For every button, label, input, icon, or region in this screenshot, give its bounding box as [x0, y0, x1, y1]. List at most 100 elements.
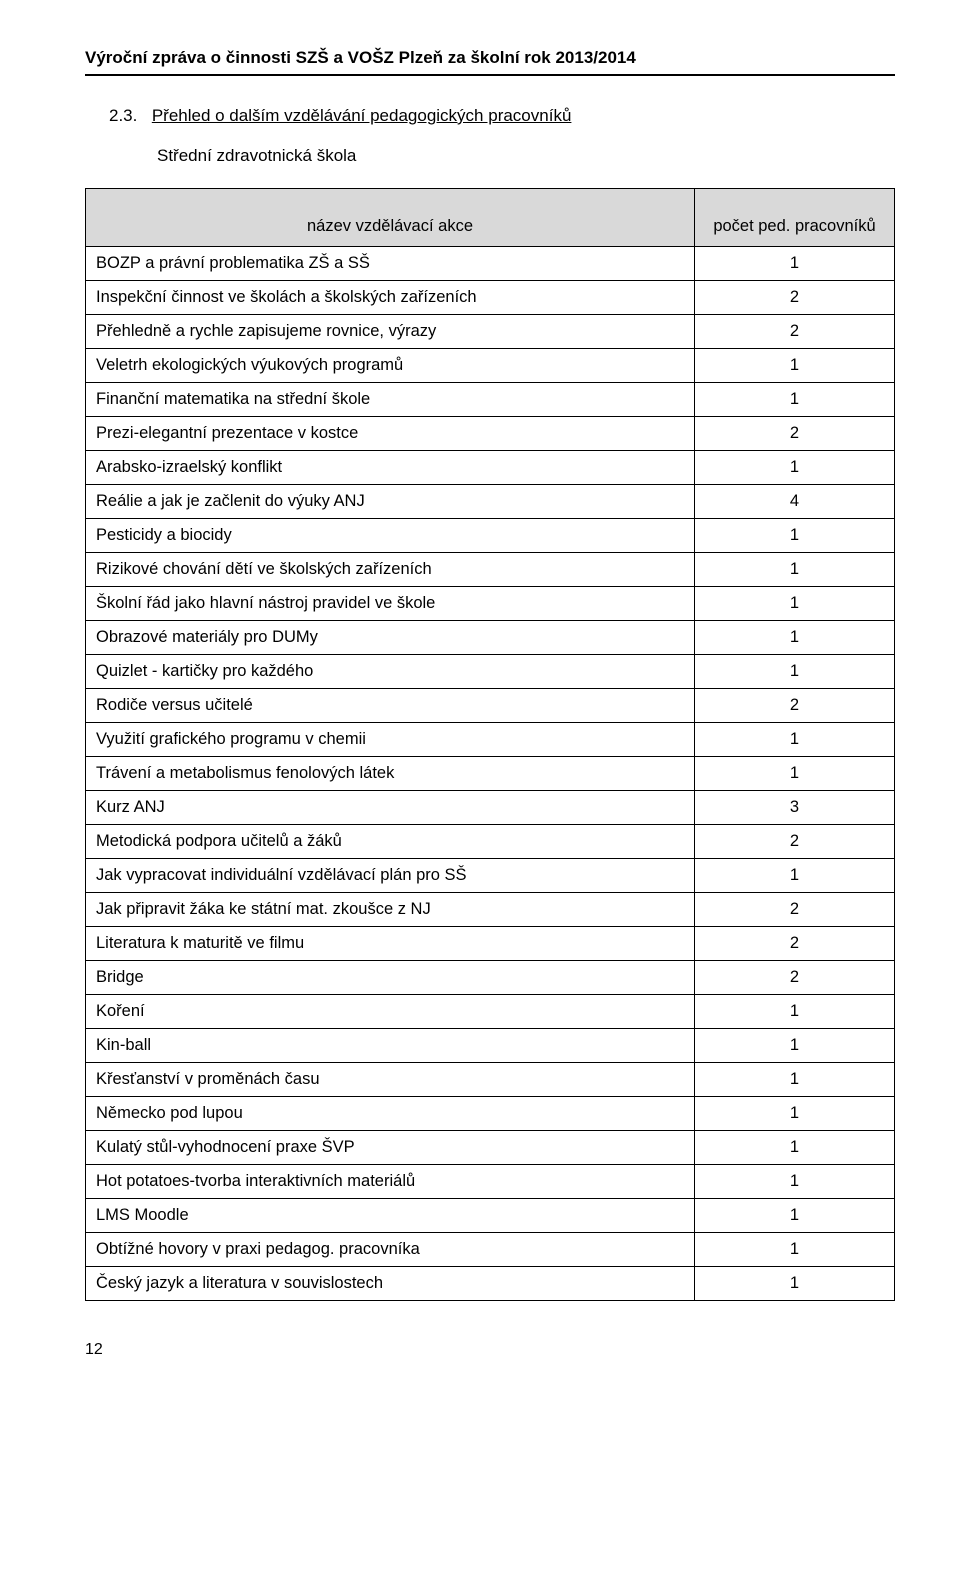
- table-row: Kin-ball1: [86, 1029, 895, 1063]
- cell-name: Rizikové chování dětí ve školských zaříz…: [86, 553, 695, 587]
- cell-name: Hot potatoes-tvorba interaktivních mater…: [86, 1165, 695, 1199]
- table-row: Literatura k maturitě ve filmu2: [86, 927, 895, 961]
- col-header-count: počet ped. pracovníků: [695, 189, 895, 247]
- cell-name: BOZP a právní problematika ZŠ a SŠ: [86, 247, 695, 281]
- cell-count: 1: [695, 383, 895, 417]
- document-page: Výroční zpráva o činnosti SZŠ a VOŠZ Plz…: [0, 0, 960, 1389]
- cell-name: LMS Moodle: [86, 1199, 695, 1233]
- cell-name: Reálie a jak je začlenit do výuky ANJ: [86, 485, 695, 519]
- table-row: Využití grafického programu v chemii1: [86, 723, 895, 757]
- cell-count: 1: [695, 1063, 895, 1097]
- table-row: LMS Moodle1: [86, 1199, 895, 1233]
- cell-count: 1: [695, 655, 895, 689]
- table-row: Křesťanství v proměnách času1: [86, 1063, 895, 1097]
- table-row: Hot potatoes-tvorba interaktivních mater…: [86, 1165, 895, 1199]
- cell-name: Přehledně a rychle zapisujeme rovnice, v…: [86, 315, 695, 349]
- table-row: Obtížné hovory v praxi pedagog. pracovní…: [86, 1233, 895, 1267]
- table-row: Německo pod lupou1: [86, 1097, 895, 1131]
- table-row: Kurz ANJ3: [86, 791, 895, 825]
- cell-count: 2: [695, 281, 895, 315]
- cell-count: 2: [695, 689, 895, 723]
- cell-name: Český jazyk a literatura v souvislostech: [86, 1267, 695, 1301]
- cell-name: Finanční matematika na střední škole: [86, 383, 695, 417]
- cell-name: Jak vypracovat individuální vzdělávací p…: [86, 859, 695, 893]
- cell-count: 1: [695, 1267, 895, 1301]
- cell-name: Koření: [86, 995, 695, 1029]
- cell-name: Rodiče versus učitelé: [86, 689, 695, 723]
- table-header-row: název vzdělávací akce počet ped. pracovn…: [86, 189, 895, 247]
- cell-count: 1: [695, 1097, 895, 1131]
- cell-count: 1: [695, 451, 895, 485]
- section-number: 2.3.: [109, 106, 137, 125]
- table-row: Arabsko-izraelský konflikt1: [86, 451, 895, 485]
- cell-count: 2: [695, 927, 895, 961]
- col-header-name: název vzdělávací akce: [86, 189, 695, 247]
- table-row: Veletrh ekologických výukových programů1: [86, 349, 895, 383]
- table-row: Prezi-elegantní prezentace v kostce2: [86, 417, 895, 451]
- cell-count: 1: [695, 1029, 895, 1063]
- section-heading: 2.3. Přehled o dalším vzdělávání pedagog…: [85, 106, 895, 126]
- cell-name: Trávení a metabolismus fenolových látek: [86, 757, 695, 791]
- cell-name: Využití grafického programu v chemii: [86, 723, 695, 757]
- cell-name: Bridge: [86, 961, 695, 995]
- cell-count: 1: [695, 995, 895, 1029]
- report-header: Výroční zpráva o činnosti SZŠ a VOŠZ Plz…: [85, 48, 895, 76]
- cell-name: Křesťanství v proměnách času: [86, 1063, 695, 1097]
- cell-count: 2: [695, 315, 895, 349]
- cell-name: Obrazové materiály pro DUMy: [86, 621, 695, 655]
- cell-count: 4: [695, 485, 895, 519]
- cell-count: 1: [695, 1199, 895, 1233]
- section-title: Přehled o dalším vzdělávání pedagogickýc…: [152, 106, 572, 125]
- table-row: Metodická podpora učitelů a žáků2: [86, 825, 895, 859]
- table-row: Český jazyk a literatura v souvislostech…: [86, 1267, 895, 1301]
- cell-name: Metodická podpora učitelů a žáků: [86, 825, 695, 859]
- table-row: Jak připravit žáka ke státní mat. zkoušc…: [86, 893, 895, 927]
- cell-count: 1: [695, 1165, 895, 1199]
- cell-count: 1: [695, 587, 895, 621]
- cell-name: Obtížné hovory v praxi pedagog. pracovní…: [86, 1233, 695, 1267]
- table-row: Pesticidy a biocidy1: [86, 519, 895, 553]
- table-row: Rodiče versus učitelé2: [86, 689, 895, 723]
- table-row: Školní řád jako hlavní nástroj pravidel …: [86, 587, 895, 621]
- cell-count: 1: [695, 1131, 895, 1165]
- table-row: Kulatý stůl-vyhodnocení praxe ŠVP1: [86, 1131, 895, 1165]
- cell-name: Pesticidy a biocidy: [86, 519, 695, 553]
- cell-name: Veletrh ekologických výukových programů: [86, 349, 695, 383]
- cell-count: 1: [695, 757, 895, 791]
- table-row: Přehledně a rychle zapisujeme rovnice, v…: [86, 315, 895, 349]
- training-table: název vzdělávací akce počet ped. pracovn…: [85, 188, 895, 1301]
- cell-name: Školní řád jako hlavní nástroj pravidel …: [86, 587, 695, 621]
- cell-count: 1: [695, 723, 895, 757]
- cell-name: Prezi-elegantní prezentace v kostce: [86, 417, 695, 451]
- cell-count: 1: [695, 553, 895, 587]
- cell-name: Literatura k maturitě ve filmu: [86, 927, 695, 961]
- cell-count: 1: [695, 1233, 895, 1267]
- table-row: Jak vypracovat individuální vzdělávací p…: [86, 859, 895, 893]
- table-row: Trávení a metabolismus fenolových látek1: [86, 757, 895, 791]
- cell-count: 1: [695, 519, 895, 553]
- cell-name: Jak připravit žáka ke státní mat. zkoušc…: [86, 893, 695, 927]
- table-row: Quizlet - kartičky pro každého1: [86, 655, 895, 689]
- cell-name: Quizlet - kartičky pro každého: [86, 655, 695, 689]
- cell-name: Arabsko-izraelský konflikt: [86, 451, 695, 485]
- cell-name: Kulatý stůl-vyhodnocení praxe ŠVP: [86, 1131, 695, 1165]
- table-row: Finanční matematika na střední škole1: [86, 383, 895, 417]
- cell-count: 1: [695, 621, 895, 655]
- cell-count: 2: [695, 961, 895, 995]
- cell-name: Kin-ball: [86, 1029, 695, 1063]
- table-row: Rizikové chování dětí ve školských zaříz…: [86, 553, 895, 587]
- table-body: BOZP a právní problematika ZŠ a SŠ1Inspe…: [86, 247, 895, 1301]
- cell-count: 2: [695, 825, 895, 859]
- cell-name: Kurz ANJ: [86, 791, 695, 825]
- cell-count: 1: [695, 247, 895, 281]
- cell-count: 1: [695, 349, 895, 383]
- cell-name: Německo pod lupou: [86, 1097, 695, 1131]
- table-row: Inspekční činnost ve školách a školských…: [86, 281, 895, 315]
- cell-count: 2: [695, 893, 895, 927]
- section-subtitle: Střední zdravotnická škola: [157, 146, 895, 166]
- table-row: Reálie a jak je začlenit do výuky ANJ4: [86, 485, 895, 519]
- cell-count: 1: [695, 859, 895, 893]
- table-row: BOZP a právní problematika ZŠ a SŠ1: [86, 247, 895, 281]
- table-row: Obrazové materiály pro DUMy1: [86, 621, 895, 655]
- table-row: Bridge2: [86, 961, 895, 995]
